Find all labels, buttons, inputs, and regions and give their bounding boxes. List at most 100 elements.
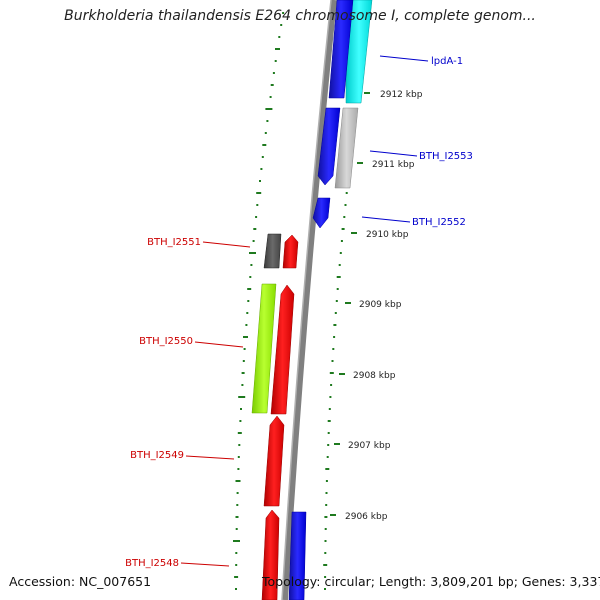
gc-dot xyxy=(272,72,275,74)
gene-label-lpdA-1[interactable]: lpdA-1 xyxy=(431,56,463,67)
gc-dot xyxy=(237,456,240,458)
tick-label: 2912 kbp xyxy=(380,90,423,100)
gene-label-BTH_I2552[interactable]: BTH_I2552 xyxy=(412,217,466,228)
gc-dot xyxy=(235,588,237,590)
gc-dot xyxy=(341,228,345,230)
gene-arrow-BTH_I2550[interactable] xyxy=(251,283,277,414)
gc-dot xyxy=(282,12,285,14)
gc-dot xyxy=(243,348,246,350)
gc-dot xyxy=(275,48,280,50)
gene-arrow-red-long[interactable] xyxy=(270,284,295,415)
gc-dot xyxy=(326,456,329,458)
gene-arrow-BTH_I2553[interactable] xyxy=(317,107,341,186)
gene-label-BTH_I2548[interactable]: BTH_I2548 xyxy=(125,558,179,569)
gc-dot xyxy=(247,300,250,302)
gc-dot xyxy=(280,24,283,26)
gc-dot xyxy=(270,84,274,86)
gc-dot xyxy=(256,204,259,206)
gc-dot xyxy=(253,228,257,230)
gc-dot xyxy=(325,480,328,482)
map-title: Burkholderia thailandensis E264 chromoso… xyxy=(64,8,536,24)
gc-dot xyxy=(266,120,269,122)
gc-dot xyxy=(256,192,262,194)
gc-dot xyxy=(344,204,347,206)
gc-dot xyxy=(238,444,241,446)
gc-dot xyxy=(261,156,264,158)
gene-arrow-BTH_I2551[interactable] xyxy=(263,233,282,269)
gc-dot xyxy=(235,480,241,482)
gc-dot xyxy=(241,384,244,386)
gc-dot xyxy=(235,552,238,554)
gene-label-BTH_I2549[interactable]: BTH_I2549 xyxy=(130,450,184,461)
tick-label: 2907 kbp xyxy=(348,441,391,451)
gc-dot xyxy=(246,312,249,314)
gene-arrow-BTH_I2549[interactable] xyxy=(263,415,285,507)
leader-line-BTH_I2548 xyxy=(180,562,230,567)
gc-dot xyxy=(235,564,238,566)
gc-dot xyxy=(260,168,263,170)
gc-dot xyxy=(329,372,334,374)
tick-label: 2910 kbp xyxy=(366,230,409,240)
gene-arrow-blue-top[interactable] xyxy=(328,0,354,99)
gene-arrow-BTH_I2548[interactable] xyxy=(261,509,280,600)
gc-dot xyxy=(250,264,253,266)
gc-dot xyxy=(265,108,273,110)
gc-dot xyxy=(236,492,239,494)
gc-dot xyxy=(255,216,258,218)
leader-line-BTH_I2550 xyxy=(194,341,244,348)
gc-dot xyxy=(332,348,335,350)
gene-label-BTH_I2551[interactable]: BTH_I2551 xyxy=(147,237,201,248)
gc-dot xyxy=(333,324,337,326)
gc-dot xyxy=(328,408,331,410)
gc-dot xyxy=(336,288,339,290)
gc-dot xyxy=(236,504,239,506)
gc-dot xyxy=(278,36,281,38)
gene-arrow-gray[interactable] xyxy=(334,107,359,189)
tick-label: 2908 kbp xyxy=(353,371,396,381)
genome-summary-text: Topology: circular; Length: 3,809,201 bp… xyxy=(262,574,600,589)
leader-line-lpdA-1 xyxy=(379,55,429,62)
gc-dot xyxy=(325,492,328,494)
gc-dot xyxy=(235,516,239,518)
gene-arrow-red-small[interactable] xyxy=(282,234,299,269)
leader-line-BTH_I2549 xyxy=(185,455,235,460)
gene-arrow-BTH_I2552[interactable] xyxy=(312,197,331,229)
accession-text: Accession: NC_007651 xyxy=(9,574,152,589)
leader-line-BTH_I2551 xyxy=(202,241,251,248)
gene-label-BTH_I2550[interactable]: BTH_I2550 xyxy=(139,336,193,347)
gc-dot xyxy=(234,576,239,578)
gc-dot xyxy=(324,528,327,530)
gc-dot xyxy=(238,396,246,398)
gc-dot xyxy=(269,96,272,98)
gc-dot xyxy=(330,384,333,386)
gc-dot xyxy=(335,300,338,302)
gc-dot xyxy=(237,432,242,434)
backbone-shadow xyxy=(281,0,332,600)
gene-label-BTH_I2553[interactable]: BTH_I2553 xyxy=(419,151,473,162)
gc-dot xyxy=(327,432,330,434)
tick-label: 2909 kbp xyxy=(359,300,402,310)
gc-dot xyxy=(343,216,346,218)
gc-dot xyxy=(242,360,245,362)
gc-dot xyxy=(324,552,327,554)
gc-dot xyxy=(336,276,341,278)
gc-dot xyxy=(340,240,343,242)
gc-dot xyxy=(325,504,328,506)
gene-arrow-blue-bottom[interactable] xyxy=(288,511,307,600)
gc-dot xyxy=(233,540,240,542)
gc-dot xyxy=(241,372,245,374)
gc-dot xyxy=(334,312,337,314)
gc-dot xyxy=(264,132,267,134)
gc-dot xyxy=(327,444,330,446)
gc-dot xyxy=(329,396,332,398)
gc-dot xyxy=(325,468,330,470)
gc-dot xyxy=(333,336,336,338)
gc-dot xyxy=(240,408,242,410)
gc-dot xyxy=(262,144,267,146)
gc-dot xyxy=(338,264,341,266)
tick-label: 2906 kbp xyxy=(345,512,388,522)
gc-dot xyxy=(243,336,248,338)
gc-dot xyxy=(323,564,328,566)
gc-dot xyxy=(324,540,327,542)
